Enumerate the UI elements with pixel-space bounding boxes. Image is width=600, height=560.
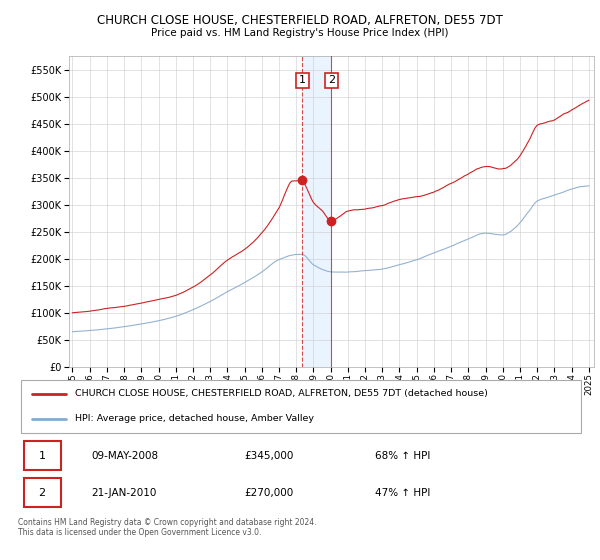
Text: Contains HM Land Registry data © Crown copyright and database right 2024.
This d: Contains HM Land Registry data © Crown c… [18, 518, 317, 538]
Text: 1: 1 [299, 76, 306, 85]
Text: 09-MAY-2008: 09-MAY-2008 [92, 451, 159, 461]
Text: CHURCH CLOSE HOUSE, CHESTERFIELD ROAD, ALFRETON, DE55 7DT (detached house): CHURCH CLOSE HOUSE, CHESTERFIELD ROAD, A… [75, 389, 488, 398]
FancyBboxPatch shape [21, 380, 581, 433]
Text: 1: 1 [38, 451, 46, 461]
Text: Price paid vs. HM Land Registry's House Price Index (HPI): Price paid vs. HM Land Registry's House … [151, 28, 449, 38]
FancyBboxPatch shape [23, 478, 61, 507]
Text: 2: 2 [328, 76, 335, 85]
Text: HPI: Average price, detached house, Amber Valley: HPI: Average price, detached house, Ambe… [75, 414, 314, 423]
Text: 2: 2 [38, 488, 46, 498]
Text: 21-JAN-2010: 21-JAN-2010 [92, 488, 157, 498]
Text: 47% ↑ HPI: 47% ↑ HPI [375, 488, 431, 498]
FancyBboxPatch shape [23, 441, 61, 470]
Text: £345,000: £345,000 [245, 451, 294, 461]
Bar [302, 56, 331, 367]
Text: 68% ↑ HPI: 68% ↑ HPI [375, 451, 431, 461]
Text: £270,000: £270,000 [245, 488, 294, 498]
Text: CHURCH CLOSE HOUSE, CHESTERFIELD ROAD, ALFRETON, DE55 7DT: CHURCH CLOSE HOUSE, CHESTERFIELD ROAD, A… [97, 14, 503, 27]
